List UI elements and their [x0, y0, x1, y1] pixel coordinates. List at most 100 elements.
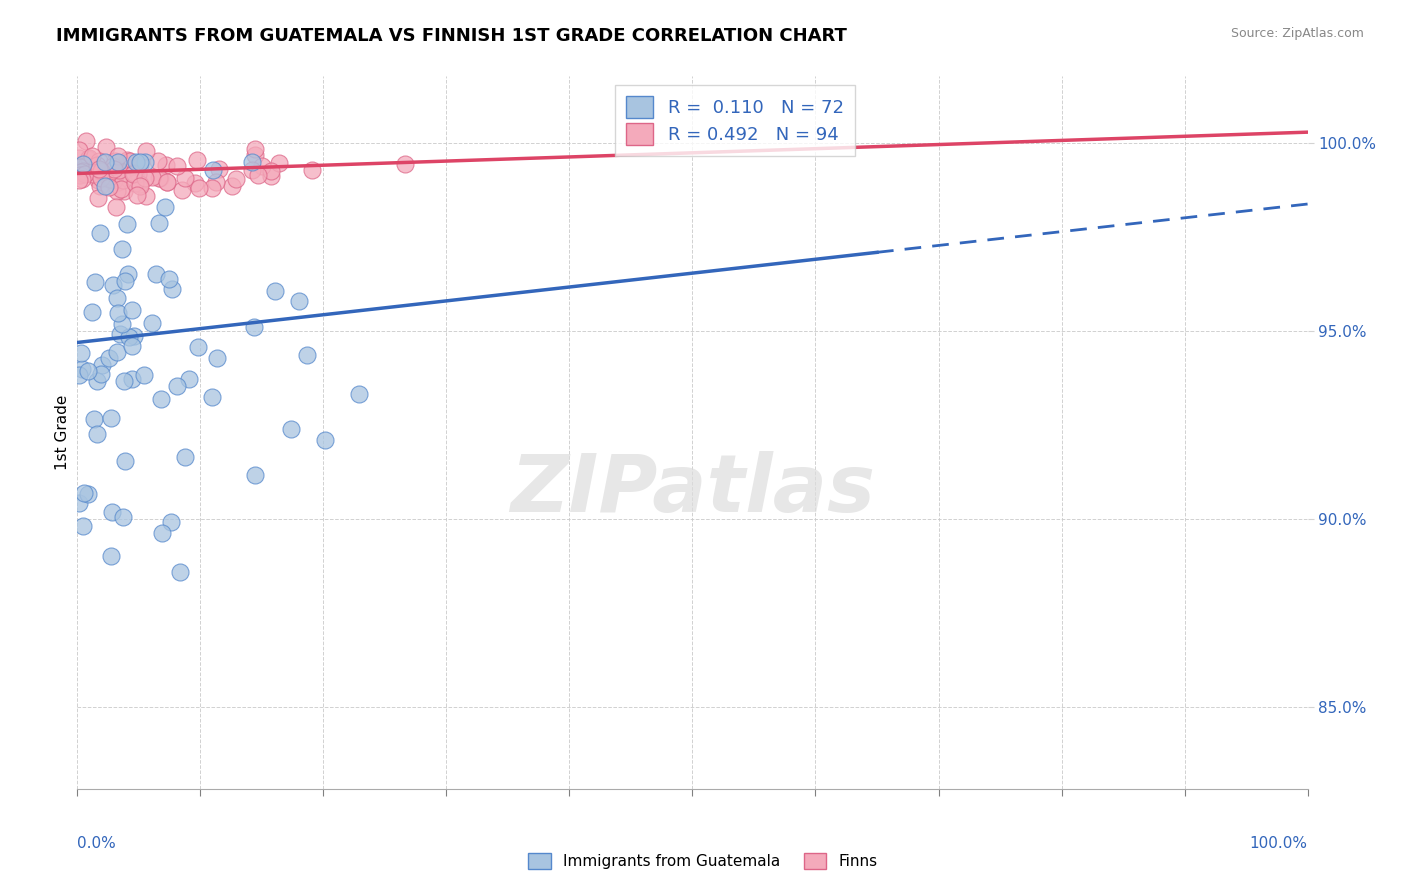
Point	[166, 379, 188, 393]
Point	[129, 155, 152, 169]
Point	[170, 183, 193, 197]
Point	[111, 318, 134, 332]
Point	[125, 188, 148, 202]
Point	[208, 161, 231, 176]
Point	[115, 217, 138, 231]
Point	[83, 411, 105, 425]
Point	[107, 306, 129, 320]
Point	[135, 189, 157, 203]
Point	[141, 169, 163, 184]
Point	[90, 170, 112, 185]
Point	[100, 549, 122, 563]
Point	[84, 275, 107, 289]
Point	[201, 390, 224, 404]
Point	[67, 368, 90, 382]
Point	[186, 340, 208, 354]
Point	[121, 302, 143, 317]
Point	[67, 173, 90, 187]
Point	[72, 163, 94, 178]
Point	[98, 165, 121, 179]
Point	[246, 168, 269, 182]
Point	[77, 487, 100, 501]
Point	[108, 162, 131, 177]
Point	[225, 172, 247, 186]
Point	[104, 153, 127, 168]
Point	[103, 160, 125, 174]
Point	[117, 267, 139, 281]
Point	[104, 200, 127, 214]
Point	[75, 159, 97, 173]
Legend: R =  0.110   N = 72, R = 0.492   N = 94: R = 0.110 N = 72, R = 0.492 N = 94	[616, 85, 855, 156]
Point	[87, 191, 110, 205]
Point	[67, 165, 90, 179]
Point	[79, 151, 101, 165]
Point	[201, 181, 224, 195]
Point	[70, 171, 93, 186]
Point	[70, 345, 93, 359]
Point	[90, 164, 112, 178]
Point	[155, 158, 177, 172]
Point	[107, 149, 129, 163]
Point	[127, 167, 149, 181]
Text: Source: ZipAtlas.com: Source: ZipAtlas.com	[1230, 27, 1364, 40]
Point	[269, 156, 291, 170]
Point	[134, 144, 156, 158]
Point	[104, 166, 127, 180]
Point	[149, 171, 172, 186]
Point	[145, 267, 167, 281]
Point	[202, 162, 225, 177]
Text: 100.0%: 100.0%	[1250, 836, 1308, 851]
Point	[105, 345, 128, 359]
Point	[128, 179, 150, 194]
Point	[118, 330, 141, 344]
Point	[314, 433, 336, 447]
Point	[84, 163, 107, 178]
Point	[67, 143, 90, 157]
Point	[173, 170, 195, 185]
Point	[157, 272, 180, 286]
Point	[100, 165, 122, 179]
Point	[67, 496, 90, 510]
Point	[87, 161, 110, 176]
Point	[260, 164, 283, 178]
Point	[205, 351, 228, 366]
Point	[121, 372, 143, 386]
Point	[347, 386, 370, 401]
Point	[103, 173, 125, 187]
Point	[118, 154, 141, 169]
Point	[89, 178, 111, 193]
Point	[124, 159, 146, 173]
Point	[177, 372, 200, 386]
Point	[204, 175, 226, 189]
Point	[86, 374, 108, 388]
Point	[67, 158, 90, 172]
Point	[221, 178, 243, 193]
Point	[73, 485, 96, 500]
Point	[134, 171, 156, 186]
Point	[134, 155, 156, 169]
Point	[94, 140, 117, 154]
Point	[245, 142, 267, 156]
Point	[94, 178, 117, 193]
Point	[124, 329, 146, 343]
Point	[111, 242, 134, 256]
Text: ZIPatlas: ZIPatlas	[510, 450, 875, 529]
Point	[240, 162, 263, 177]
Point	[122, 167, 145, 181]
Point	[108, 327, 131, 342]
Point	[125, 155, 148, 169]
Point	[111, 166, 134, 180]
Point	[114, 454, 136, 468]
Point	[156, 175, 179, 189]
Point	[100, 172, 122, 186]
Text: 0.0%: 0.0%	[77, 836, 117, 851]
Point	[87, 172, 110, 186]
Legend: Immigrants from Guatemala, Finns: Immigrants from Guatemala, Finns	[522, 847, 884, 875]
Point	[77, 153, 100, 167]
Point	[91, 358, 114, 372]
Point	[156, 175, 179, 189]
Point	[160, 515, 183, 529]
Point	[250, 160, 273, 174]
Point	[114, 274, 136, 288]
Point	[150, 392, 173, 406]
